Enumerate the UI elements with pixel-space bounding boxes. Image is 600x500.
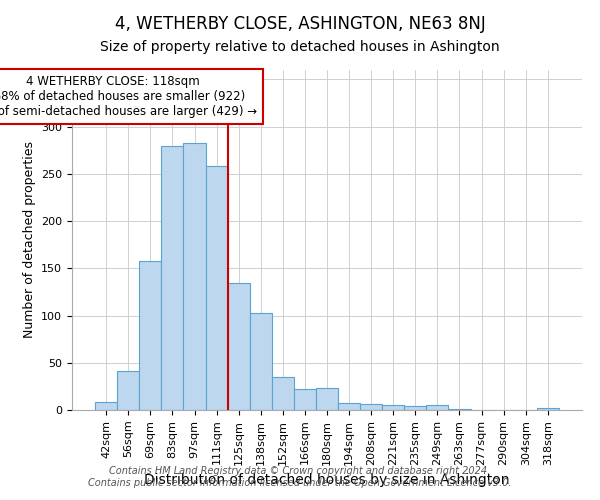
Bar: [448, 409, 470, 410]
Bar: [382, 406, 404, 410]
Bar: [95, 402, 117, 410]
Text: 4, WETHERBY CLOSE, ASHINGTON, NE63 8NJ: 4, WETHERBY CLOSE, ASHINGTON, NE63 8NJ: [115, 15, 485, 33]
Bar: [227, 284, 250, 410]
Bar: [250, 312, 272, 410]
Bar: [294, 389, 316, 410]
Y-axis label: Number of detached properties: Number of detached properties: [23, 142, 35, 338]
Bar: [338, 404, 360, 410]
X-axis label: Distribution of detached houses by size in Ashington: Distribution of detached houses by size …: [144, 473, 510, 487]
Bar: [360, 404, 382, 410]
Bar: [404, 406, 427, 410]
Text: Size of property relative to detached houses in Ashington: Size of property relative to detached ho…: [100, 40, 500, 54]
Bar: [161, 146, 184, 410]
Text: Contains HM Land Registry data © Crown copyright and database right 2024.
Contai: Contains HM Land Registry data © Crown c…: [88, 466, 512, 487]
Bar: [272, 377, 294, 410]
Bar: [537, 408, 559, 410]
Bar: [117, 372, 139, 410]
Bar: [206, 166, 227, 410]
Bar: [427, 406, 448, 410]
Text: 4 WETHERBY CLOSE: 118sqm
← 68% of detached houses are smaller (922)
31% of semi-: 4 WETHERBY CLOSE: 118sqm ← 68% of detach…: [0, 74, 257, 118]
Bar: [184, 142, 206, 410]
Bar: [316, 388, 338, 410]
Bar: [139, 261, 161, 410]
